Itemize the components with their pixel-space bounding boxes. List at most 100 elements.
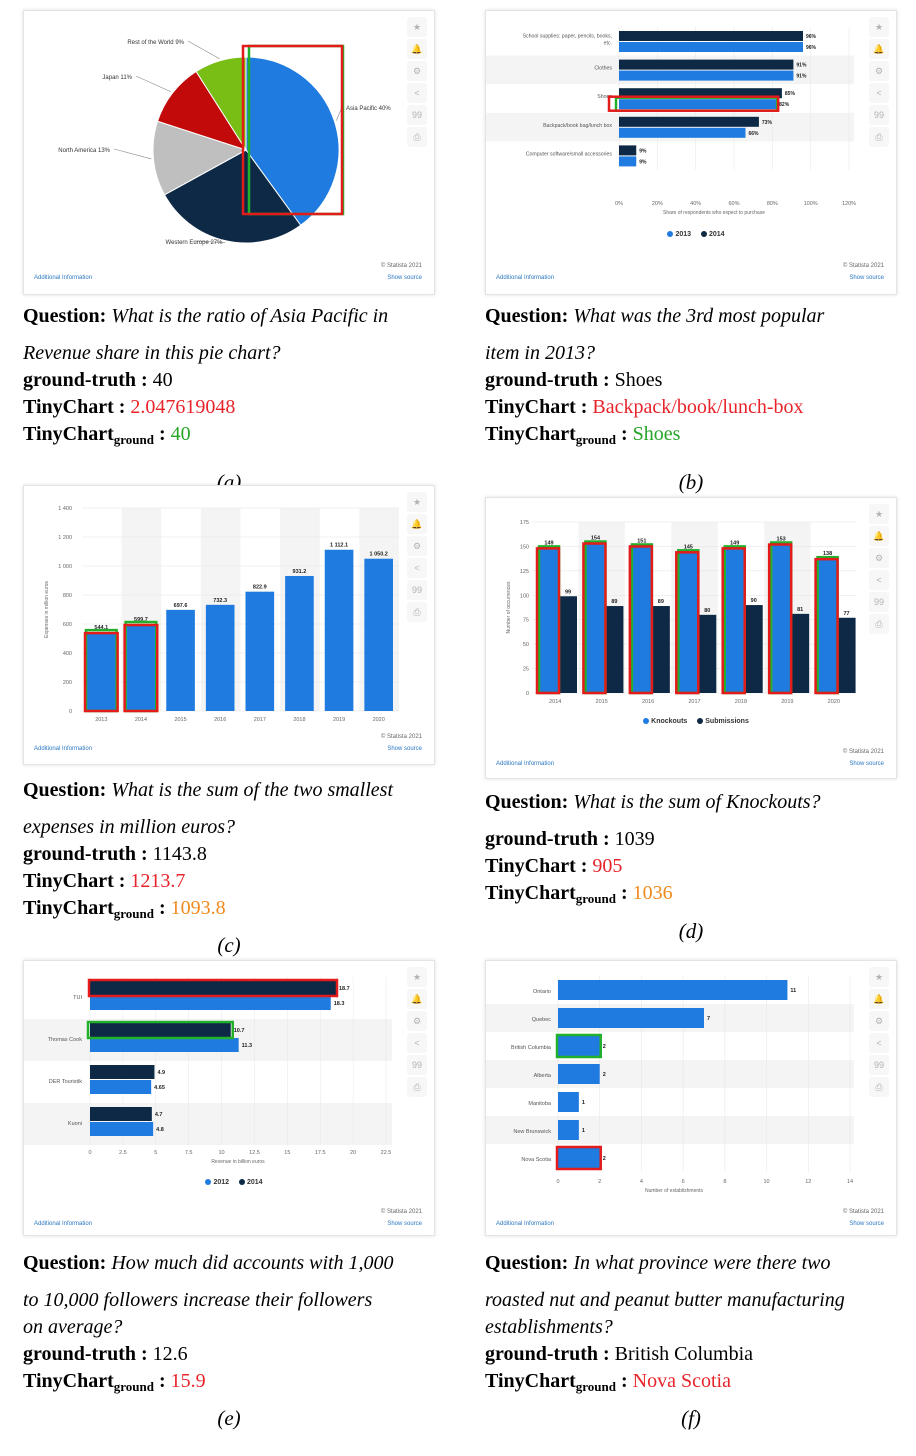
star-icon[interactable]: ★ — [869, 967, 889, 987]
bell-icon[interactable]: 🔔 — [407, 989, 427, 1009]
bar-value-label: 11.3 — [242, 1043, 252, 1049]
show-source-link[interactable]: Show source — [849, 275, 884, 281]
show-source-link[interactable]: Show source — [387, 746, 422, 752]
gear-icon[interactable]: ⚙ — [869, 548, 889, 568]
share-icon[interactable]: < — [869, 570, 889, 590]
bar-value-label: 151 — [637, 538, 646, 544]
star-icon[interactable]: ★ — [407, 492, 427, 512]
y-tick-label: 1 400 — [58, 506, 72, 512]
bar-2013 — [619, 127, 746, 138]
gear-icon[interactable]: ⚙ — [869, 1011, 889, 1031]
print-icon[interactable]: ⎙ — [407, 1077, 427, 1097]
pie-slice — [152, 120, 248, 196]
y-tick-label: 1 000 — [58, 564, 72, 570]
quote-icon[interactable]: 99 — [869, 105, 889, 125]
gear-icon[interactable]: ⚙ — [407, 1011, 427, 1031]
additional-information-link[interactable]: Additional Information — [34, 275, 93, 281]
star-icon[interactable]: ★ — [407, 967, 427, 987]
highlight-box-red — [87, 978, 339, 998]
share-icon[interactable]: < — [407, 1033, 427, 1053]
bell-icon[interactable]: 🔔 — [869, 989, 889, 1009]
print-icon[interactable]: ⎙ — [869, 1077, 889, 1097]
bar-2013 — [619, 42, 803, 52]
question-line: What is the sum of the two smallest — [111, 779, 394, 801]
star-icon[interactable]: ★ — [407, 17, 427, 37]
x-tick-label: 2015 — [174, 717, 186, 723]
print-icon[interactable]: ⎙ — [407, 602, 427, 622]
category-label: New Brunswick — [513, 1129, 551, 1135]
bar-2012 — [90, 1080, 152, 1094]
x-tick-label: 15 — [284, 1150, 290, 1156]
quote-icon[interactable]: 99 — [407, 1055, 427, 1075]
bar-value-label: 89 — [611, 599, 617, 605]
additional-information-link[interactable]: Additional Information — [496, 761, 555, 767]
x-tick-label: 2017 — [254, 717, 266, 723]
quote-icon[interactable]: 99 — [407, 105, 427, 125]
additional-information-link[interactable]: Additional Information — [34, 746, 93, 752]
show-source-link[interactable]: Show source — [849, 761, 884, 767]
bell-icon[interactable]: 🔔 — [869, 39, 889, 59]
print-icon[interactable]: ⎙ — [869, 614, 889, 634]
print-icon[interactable]: ⎙ — [869, 127, 889, 147]
bar-value-label: 2 — [603, 1072, 606, 1078]
bar-knockouts — [679, 551, 698, 693]
bar-value-label: 73% — [762, 120, 773, 126]
show-source-link[interactable]: Show source — [387, 1221, 422, 1227]
y-tick-label: 400 — [63, 651, 72, 657]
qa-block-a: Question: What is the ratio of Asia Paci… — [23, 303, 453, 453]
star-icon[interactable]: ★ — [869, 17, 889, 37]
leader-line — [113, 148, 152, 160]
bar — [285, 575, 314, 711]
pie-chart: Asia Pacific 40% Western Europe 27% North … — [58, 40, 391, 246]
x-tick-label: 2014 — [549, 699, 561, 705]
leader-line — [193, 240, 226, 244]
star-icon[interactable]: ★ — [869, 504, 889, 524]
quote-icon[interactable]: 99 — [869, 1055, 889, 1075]
highlight-box-red — [123, 623, 159, 713]
bar-submissions — [559, 596, 577, 693]
share-icon[interactable]: < — [869, 1033, 889, 1053]
qa-block-f: Question: In what province were there tw… — [485, 1250, 915, 1400]
x-axis-title: Number of establishments — [645, 1188, 704, 1194]
share-icon[interactable]: < — [407, 558, 427, 578]
show-source-link[interactable]: Show source — [387, 275, 422, 281]
bell-icon[interactable]: 🔔 — [869, 526, 889, 546]
bar-2014 — [619, 88, 782, 99]
question-label: Question: — [23, 1252, 107, 1274]
gear-icon[interactable]: ⚙ — [407, 536, 427, 556]
x-tick-label: 10 — [218, 1150, 224, 1156]
additional-information-link[interactable]: Additional Information — [34, 1221, 93, 1227]
show-source-link[interactable]: Show source — [849, 1221, 884, 1227]
slice-label: Japan 11% — [102, 75, 132, 81]
bar-2013 — [619, 70, 794, 81]
gear-icon[interactable]: ⚙ — [407, 61, 427, 81]
additional-information-link[interactable]: Additional Information — [496, 1221, 555, 1227]
question-line: on average? — [23, 1316, 123, 1338]
category-label: Shoes — [597, 94, 612, 100]
highlight-box-red — [628, 545, 654, 695]
category-label: Clothes — [594, 66, 612, 72]
bar-knockouts — [725, 547, 744, 693]
category-label: Nova Scotia — [521, 1157, 552, 1163]
quote-icon[interactable]: 99 — [869, 592, 889, 612]
bell-icon[interactable]: 🔔 — [407, 39, 427, 59]
bar-2012 — [90, 1038, 239, 1052]
y-tick-label: 1 200 — [58, 535, 72, 541]
bar — [558, 980, 788, 1000]
share-icon[interactable]: < — [869, 83, 889, 103]
bell-icon[interactable]: 🔔 — [407, 514, 427, 534]
y-tick-label: 100 — [520, 593, 529, 599]
share-icon[interactable]: < — [407, 83, 427, 103]
bar-submissions — [791, 613, 810, 693]
bar-value-label: 697.6 — [174, 603, 188, 609]
additional-information-link[interactable]: Additional Information — [496, 275, 555, 281]
chart-legend: 2013 2014 — [486, 231, 898, 238]
print-icon[interactable]: ⎙ — [407, 127, 427, 147]
pie-slice — [163, 149, 302, 244]
bar — [364, 558, 393, 711]
bar-value-label: 18.3 — [334, 1001, 345, 1007]
gear-icon[interactable]: ⚙ — [869, 61, 889, 81]
bar — [558, 1036, 600, 1056]
bar-value-label: 544.1 — [94, 625, 108, 631]
quote-icon[interactable]: 99 — [407, 580, 427, 600]
